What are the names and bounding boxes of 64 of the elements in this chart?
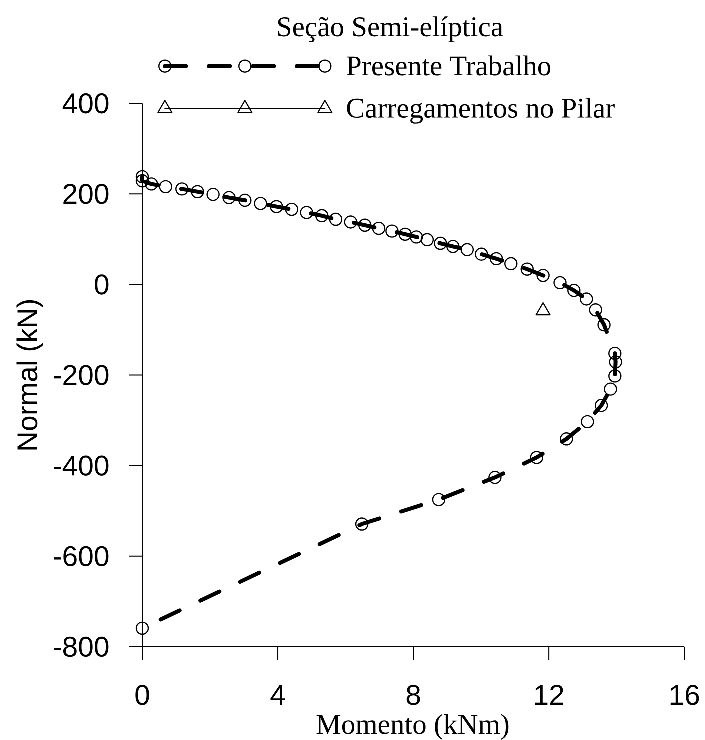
point [136,622,150,636]
y-tick-label: -400 [54,456,109,476]
point [608,346,622,360]
point [358,218,372,232]
legend-label: Carregamentos no Pilar [347,98,615,124]
chart-title: Seção Semi-elíptica [278,16,504,42]
point [432,493,446,506]
point [604,382,618,396]
point [145,178,158,191]
point [355,518,369,531]
x-tick-label: 4 [270,685,286,705]
x-tick-label: 8 [406,685,420,706]
point [589,303,602,317]
point [344,216,358,229]
point [191,185,204,198]
point [176,182,189,196]
point [475,248,488,261]
point [488,471,502,484]
point [560,432,574,446]
point [136,170,150,184]
point [315,209,329,222]
point [285,202,299,216]
y-tick-label: 400 [62,94,109,114]
point [270,200,284,214]
y-tick-label: -800 [54,636,109,658]
point [554,276,567,290]
x-tick-label: 0 [136,685,150,706]
point [159,180,172,194]
point [608,370,622,383]
y-tick-label: 0 [95,274,109,295]
point [598,318,611,332]
point [609,356,622,369]
point [434,236,448,250]
y-tick-label: -600 [54,546,109,567]
point [504,257,518,271]
point [520,262,534,276]
point [594,399,608,412]
point [410,230,424,244]
x-axis-title: Momento (kNm) [316,714,509,740]
point [329,212,343,226]
y-tick-label: -200 [54,365,109,386]
x-tick-label: 12 [535,685,564,705]
point [222,191,236,204]
point [254,197,268,210]
point [136,174,150,188]
point [398,228,412,242]
point [372,222,386,236]
point [446,240,460,254]
point [581,415,594,429]
point [238,194,252,208]
point [460,243,474,256]
legend-label: Presente Trabalho [346,56,551,76]
point [568,284,581,298]
point [580,292,594,306]
y-tick-label: 200 [64,184,109,204]
point [420,233,434,247]
x-tick-label: 16 [670,685,700,706]
point [530,451,544,464]
point [206,188,220,202]
point [300,206,314,220]
point [386,224,399,238]
point [490,252,504,266]
y-axis-title: Normal (kN) [16,300,44,450]
point [536,269,550,282]
